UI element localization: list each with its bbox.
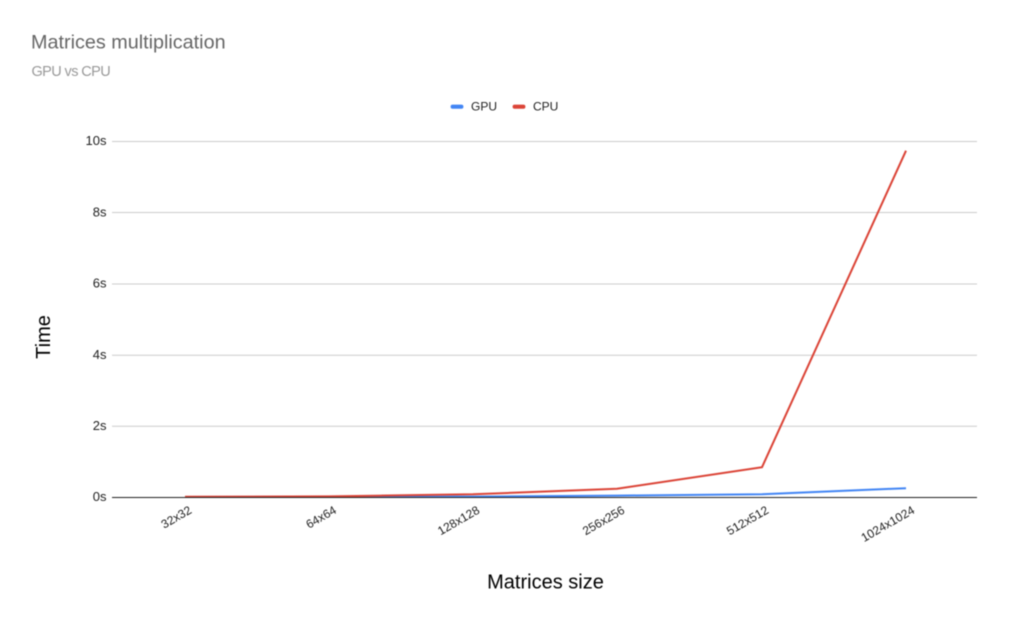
svg-text:Matrices multiplication: Matrices multiplication: [31, 31, 226, 53]
svg-text:128x128: 128x128: [435, 503, 482, 538]
svg-text:2s: 2s: [93, 418, 107, 433]
svg-text:GPU vs CPU: GPU vs CPU: [32, 64, 111, 80]
svg-text:4s: 4s: [93, 347, 107, 362]
svg-text:6s: 6s: [93, 276, 107, 291]
svg-text:Time: Time: [33, 315, 55, 359]
svg-text:32x32: 32x32: [159, 503, 195, 532]
svg-text:0s: 0s: [93, 489, 107, 504]
svg-text:CPU: CPU: [533, 100, 558, 114]
svg-text:1024x1024: 1024x1024: [859, 503, 918, 545]
svg-text:8s: 8s: [93, 204, 107, 219]
svg-text:256x256: 256x256: [580, 503, 627, 538]
svg-text:Matrices size: Matrices size: [487, 572, 604, 594]
svg-text:GPU: GPU: [471, 100, 497, 114]
svg-text:64x64: 64x64: [303, 503, 339, 532]
svg-text:512x512: 512x512: [724, 503, 771, 538]
svg-text:10s: 10s: [86, 133, 107, 148]
